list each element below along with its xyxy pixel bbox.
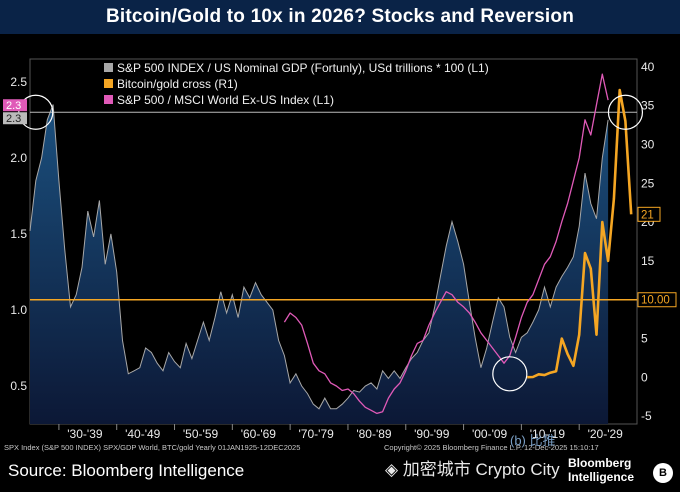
x-axis-label: '30-'39: [67, 427, 103, 441]
binance-badge-icon: B: [653, 463, 673, 483]
left-axis-tick: 2.5: [10, 75, 27, 89]
right-axis-tick: 0: [641, 370, 648, 384]
legend-swatch-square-icon: [104, 79, 113, 88]
x-axis-label: '00-'09: [472, 427, 508, 441]
x-axis-label: '20-'29: [588, 427, 624, 441]
right-axis-tick: 40: [641, 60, 655, 74]
right-value-tag-label: 21: [641, 209, 654, 221]
left-value-tag: [3, 99, 27, 112]
bloomberg-intelligence-logo: Bloomberg Intelligence: [568, 456, 635, 484]
legend-swatch-square-icon: [104, 63, 113, 72]
x-axis-label: '90-'99: [414, 427, 450, 441]
chart: 0.51.01.52.02.5-50510152025303540'30-'39…: [3, 58, 677, 441]
left-value-tag-label: 2.3: [6, 100, 21, 112]
right-axis-tick: 30: [641, 137, 655, 151]
right-value-tag: [637, 206, 661, 222]
left-axis-tick: 2.0: [10, 151, 27, 165]
x-axis-label: '10-'19: [530, 427, 566, 441]
x-axis-label: '50-'59: [183, 427, 219, 441]
watermark-crypto-city: ◈ 加密城市 Crypto City: [385, 455, 560, 480]
highlight-circle: [492, 356, 528, 392]
chart-title: Bitcoin/Gold to 10x in 2026? Stocks and …: [105, 6, 575, 27]
left-value-tag: [3, 112, 27, 125]
left-axis-tick: 1.0: [10, 303, 27, 317]
highlight-circle: [607, 94, 644, 130]
legend-label: S&P 500 / MSCI World Ex-US Index (L1): [117, 93, 334, 107]
left-value-tag-label: 2.3: [6, 113, 21, 125]
legend-label: S&P 500 INDEX / US Nominal GDP (Fortunly…: [117, 61, 489, 75]
right-value-tag-label: 10.00: [641, 295, 670, 307]
sp500-gdp-area: [30, 104, 609, 424]
x-axis-label: '80-'89: [356, 427, 392, 441]
source-label: Source: Bloomberg Intelligence: [8, 461, 245, 480]
bitcoin-gold-line: [527, 88, 633, 379]
left-axis-tick: 0.5: [10, 379, 27, 393]
watermark-cn: ◈ 加密城市: [385, 460, 471, 479]
right-axis-tick: -5: [641, 409, 652, 423]
legend-swatch-square-icon: [104, 95, 113, 104]
sp500-gdp-line: [29, 104, 609, 410]
x-axis-label: '60-'69: [241, 427, 277, 441]
x-axis-label: '70-'79: [299, 427, 335, 441]
right-axis-tick: 15: [641, 254, 655, 268]
right-axis-tick: 5: [641, 332, 648, 346]
x-axis-label: '40-'49: [125, 427, 161, 441]
watermark-bitui: (b) 比推: [510, 433, 556, 448]
legend-label: Bitcoin/gold cross (R1): [117, 77, 238, 91]
sp500-msci-line: [283, 73, 609, 415]
right-axis-tick: 35: [641, 99, 655, 113]
watermark-crypto: Crypto City: [475, 460, 560, 479]
right-axis-tick: 25: [641, 176, 655, 190]
right-value-tag: [637, 292, 677, 308]
footnote-copyright: Copyright© 2025 Bloomberg Finance L.P. 1…: [384, 443, 599, 452]
footnote-left: SPX Index (S&P 500 INDEX) SPX/GDP World,…: [4, 443, 301, 452]
title-bar: Bitcoin/Gold to 10x in 2026? Stocks and …: [0, 0, 680, 34]
left-axis-tick: 1.5: [10, 227, 27, 241]
